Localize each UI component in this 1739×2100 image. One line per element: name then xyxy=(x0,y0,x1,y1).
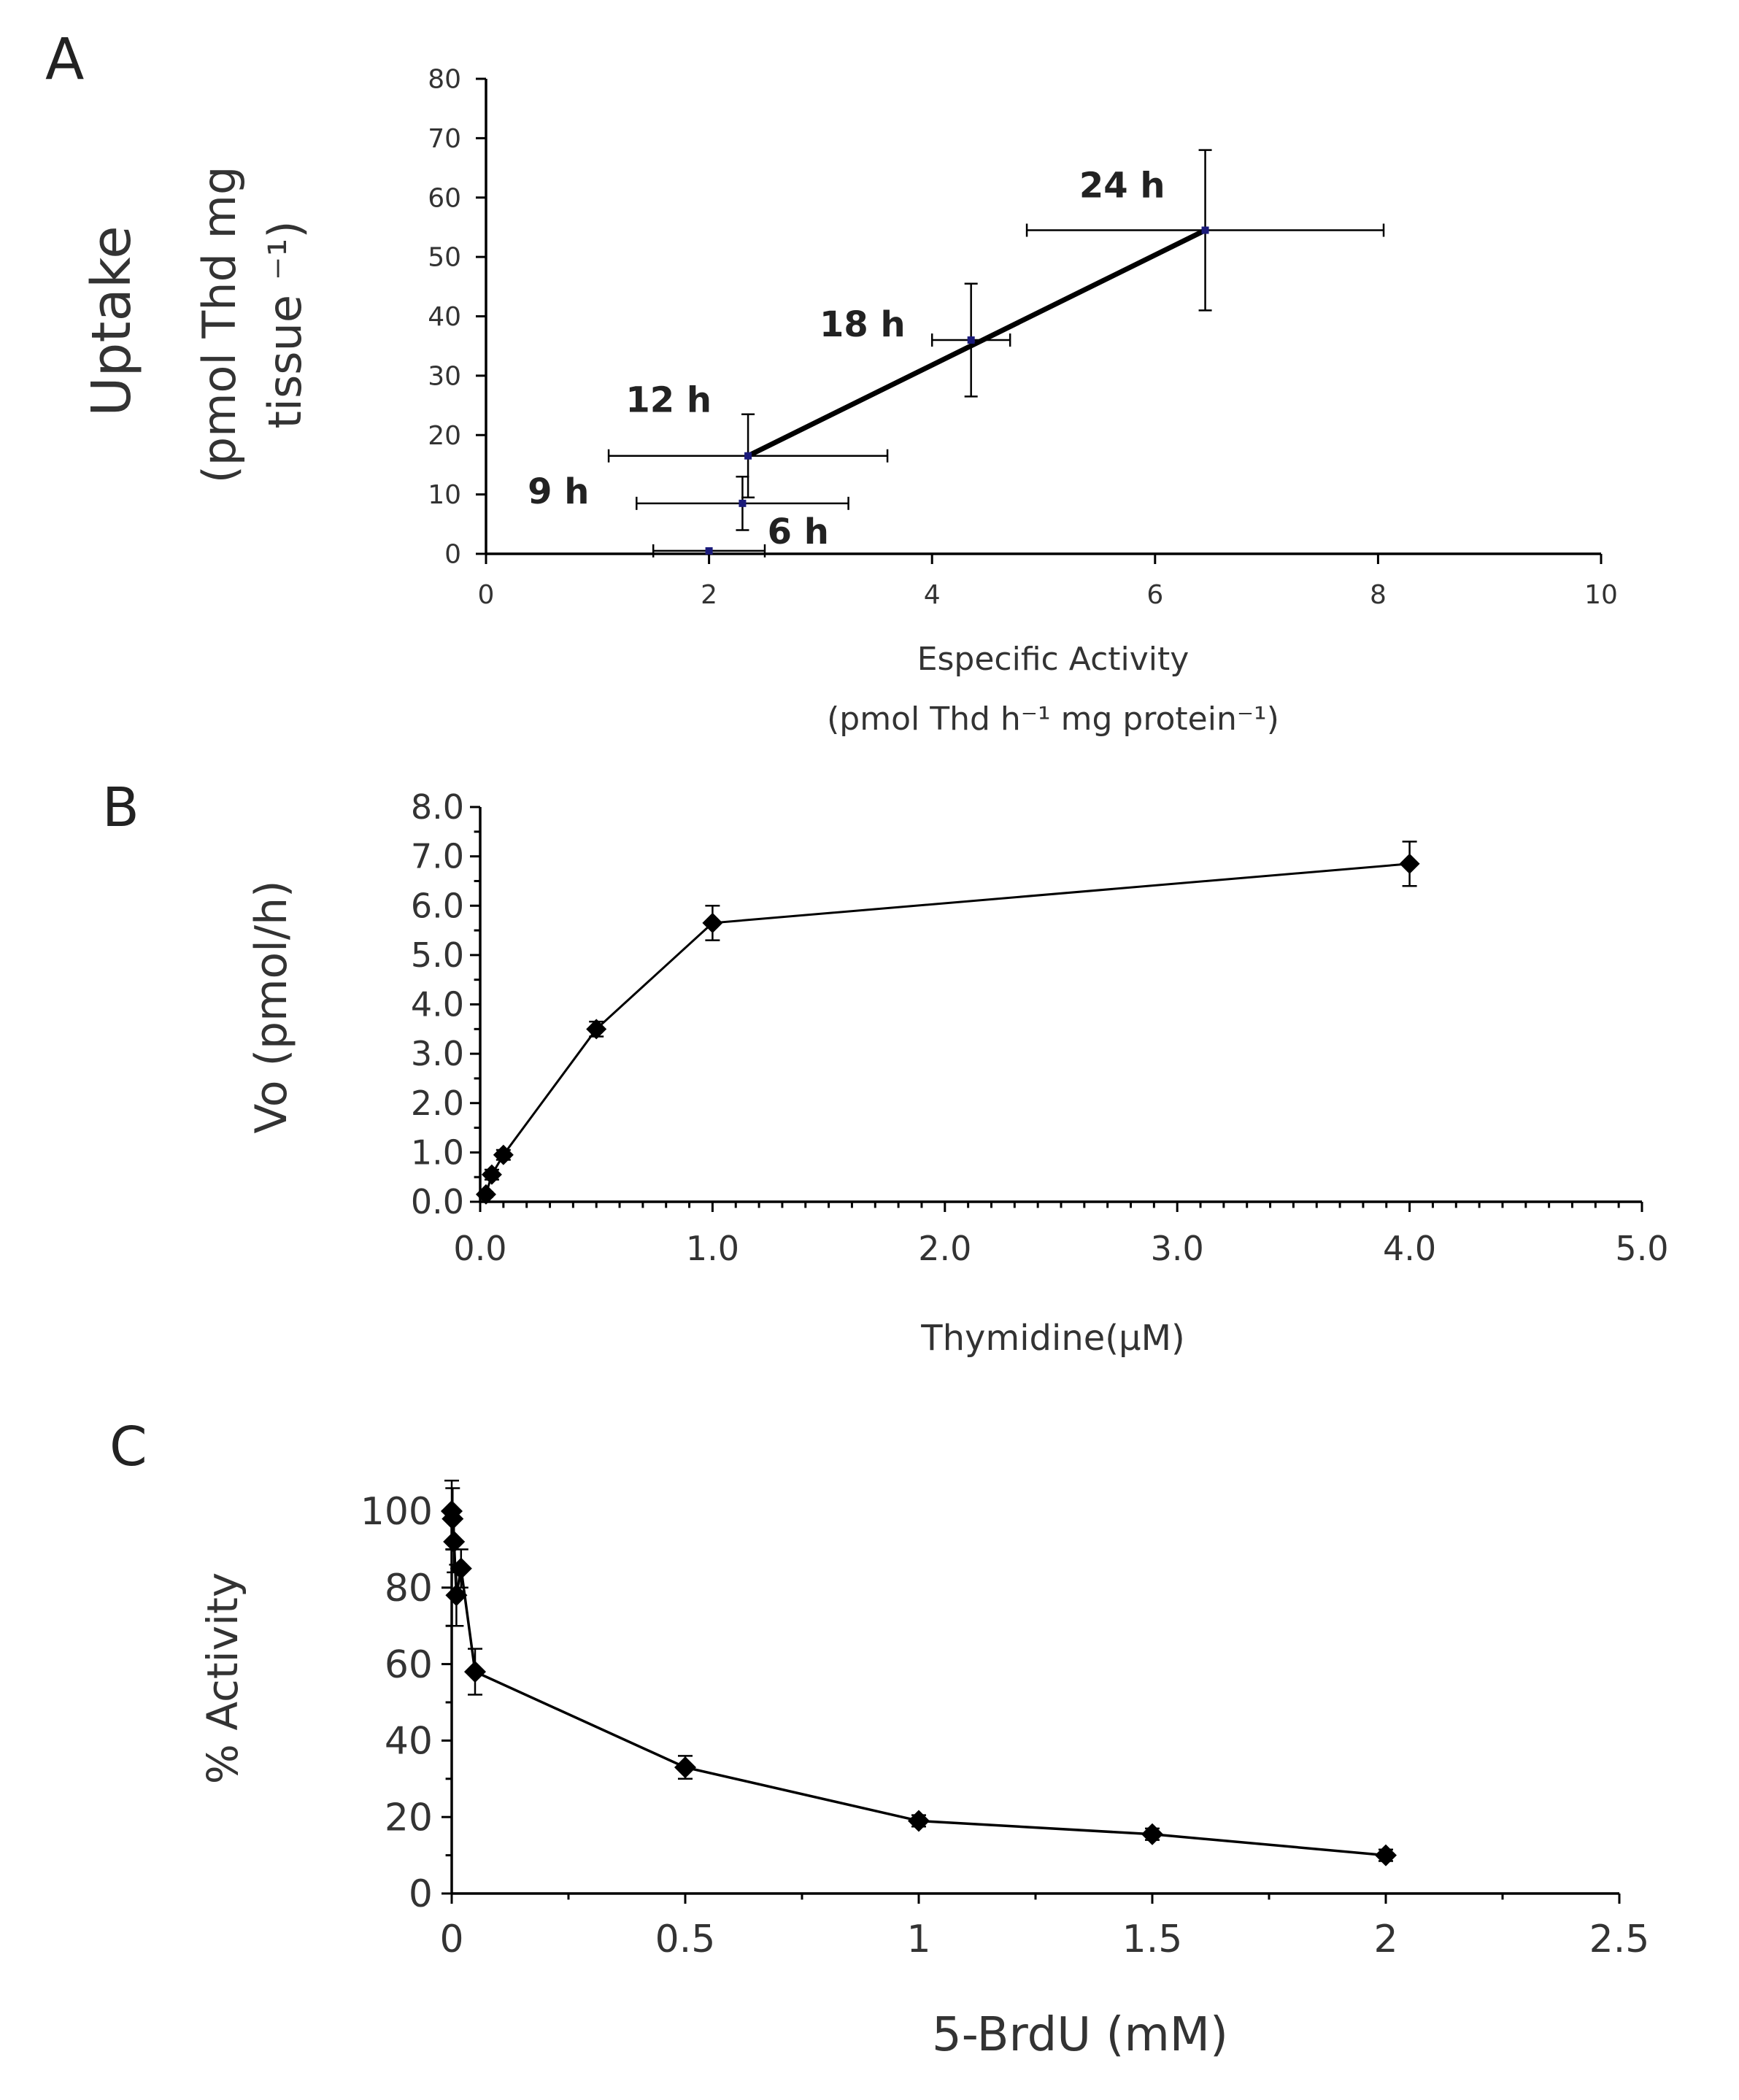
A-y-tick-label: 60 xyxy=(428,183,461,213)
B-x-tick-label: 5.0 xyxy=(1615,1229,1668,1268)
panel-label-a: A xyxy=(45,27,84,93)
panel-c-error-bars xyxy=(444,1479,1393,1862)
panel-b: B 0.0 1.0 2.0 3.0 4.0 5.0 0.0 1.0 2.0 3.0 4.0 5.0 6.… xyxy=(102,776,1669,1359)
panel-a-point-label: 6 h xyxy=(768,512,829,552)
A-y-tick-label: 40 xyxy=(428,302,461,332)
panel-a-point-label: 12 h xyxy=(625,380,712,421)
B-x-tick-label: 2.0 xyxy=(918,1229,971,1268)
panel-b-series-line xyxy=(485,862,1410,1195)
A-x-tick-label: 4 xyxy=(924,580,941,610)
panel-a-axes: 0 2 4 6 8 10 0 10 20 30 40 50 60 70 80 xyxy=(428,65,1618,610)
B-x-tick-label: 3.0 xyxy=(1151,1229,1204,1268)
panel-b-point xyxy=(481,1164,502,1185)
B-y-tick-label: 6.0 xyxy=(411,886,464,925)
panel-b-error-bars xyxy=(478,841,1417,1198)
A-y-tick-label: 50 xyxy=(428,243,461,273)
A-x-tick-label: 6 xyxy=(1146,580,1163,610)
C-x-tick-label: 1.5 xyxy=(1122,1918,1183,1961)
C-x-tick-label: 0 xyxy=(439,1918,463,1961)
A-y-tick-label: 10 xyxy=(428,480,461,510)
panel-a-y-axis-units-line1: (pmol Thd mg xyxy=(193,166,246,484)
panel-c: C 0 0.5 1 1.5 2 2.5 0 20 40 60 80 100 5-BrdU (mM) %… xyxy=(109,1416,1649,2062)
panel-a-trendline xyxy=(747,228,1207,458)
panel-label-c: C xyxy=(109,1416,147,1478)
B-y-tick-label: 1.0 xyxy=(411,1132,464,1172)
A-x-tick-label: 10 xyxy=(1584,580,1618,610)
panel-c-points xyxy=(441,1500,1397,1867)
B-x-tick-label: 1.0 xyxy=(686,1229,739,1268)
panel-a-point-label: 9 h xyxy=(528,471,589,512)
panel-c-point xyxy=(1141,1823,1163,1845)
A-x-tick-label: 2 xyxy=(701,580,717,610)
B-y-tick-label: 2.0 xyxy=(411,1084,464,1123)
A-x-tick-label: 8 xyxy=(1370,580,1387,610)
panel-c-point xyxy=(443,1530,466,1553)
panel-a-point xyxy=(744,452,752,460)
C-y-tick-label: 100 xyxy=(360,1490,433,1534)
A-y-tick-label: 0 xyxy=(444,540,461,570)
B-x-tick-label: 0.0 xyxy=(453,1229,506,1268)
panel-b-point xyxy=(702,912,723,933)
B-y-tick-label: 7.0 xyxy=(411,837,464,876)
C-x-tick-label: 2 xyxy=(1373,1918,1397,1961)
panel-a-point xyxy=(739,499,747,507)
B-y-tick-label: 0.0 xyxy=(411,1182,464,1221)
panel-b-point xyxy=(1399,853,1420,874)
panel-a-point xyxy=(967,336,975,344)
panel-b-point xyxy=(493,1144,514,1165)
A-y-tick-label: 80 xyxy=(428,65,461,95)
panel-label-b: B xyxy=(102,776,139,839)
C-y-tick-label: 80 xyxy=(385,1567,433,1610)
B-x-tick-label: 4.0 xyxy=(1383,1229,1436,1268)
C-x-tick-label: 0.5 xyxy=(655,1918,716,1961)
A-y-tick-label: 20 xyxy=(428,421,461,451)
panel-c-point xyxy=(674,1756,696,1779)
panel-a-point xyxy=(705,547,713,555)
B-y-tick-label: 8.0 xyxy=(411,787,464,827)
panel-b-points xyxy=(475,853,1420,1205)
C-x-tick-label: 1 xyxy=(906,1918,930,1961)
panel-c-axes: 0 0.5 1 1.5 2 2.5 0 20 40 60 80 100 xyxy=(360,1490,1650,1961)
panel-c-point xyxy=(450,1557,472,1580)
C-y-tick-label: 0 xyxy=(409,1872,433,1916)
panel-c-point xyxy=(445,1584,468,1607)
panel-a-error-bars xyxy=(607,149,1385,557)
B-y-tick-label: 3.0 xyxy=(411,1034,464,1073)
panel-b-x-axis-title: Thymidine(μM) xyxy=(920,1318,1184,1359)
C-x-tick-label: 2.5 xyxy=(1589,1918,1650,1961)
C-y-tick-label: 60 xyxy=(385,1643,433,1687)
A-x-tick-label: 0 xyxy=(478,580,495,610)
panel-c-y-axis-title: % Activity xyxy=(198,1572,247,1784)
panel-b-point xyxy=(586,1019,607,1040)
panel-a-point-labels: 6 h 9 h 12 h 18 h 24 h xyxy=(528,166,1165,552)
panel-a-point-label: 18 h xyxy=(820,304,906,345)
C-y-tick-label: 40 xyxy=(385,1720,433,1764)
C-y-tick-label: 20 xyxy=(385,1796,433,1840)
panel-a-x-axis-title: Especific Activity xyxy=(917,641,1189,678)
panel-c-point xyxy=(442,1508,464,1530)
panel-c-point xyxy=(1375,1844,1397,1867)
panel-a: A 0 2 4 6 8 10 0 10 20 30 40 50 60 70 80 6 h 9 h 12 h 18 … xyxy=(45,27,1618,738)
panel-a-point-label: 24 h xyxy=(1079,166,1165,206)
B-y-tick-label: 5.0 xyxy=(411,935,464,975)
panel-a-y-axis-units-line2: tissue ⁻¹) xyxy=(258,220,312,428)
B-y-tick-label: 4.0 xyxy=(411,985,464,1024)
A-y-tick-label: 70 xyxy=(428,124,461,154)
panel-c-point xyxy=(464,1661,486,1683)
panel-a-points xyxy=(705,226,1209,555)
panel-a-y-axis-title: Uptake xyxy=(80,225,143,416)
A-y-tick-label: 30 xyxy=(428,361,461,391)
panel-b-point xyxy=(475,1184,496,1205)
panel-c-point xyxy=(908,1810,930,1832)
panel-b-y-axis-title: Vo (pmol/h) xyxy=(246,880,297,1133)
panel-c-x-axis-title: 5-BrdU (mM) xyxy=(932,2008,1228,2062)
panel-a-point xyxy=(1201,226,1209,234)
panel-b-axes: 0.0 1.0 2.0 3.0 4.0 5.0 0.0 1.0 2.0 3.0 4.0 5.0 6.0 7… xyxy=(411,787,1669,1268)
panel-a-x-axis-units: (pmol Thd h⁻¹ mg protein⁻¹) xyxy=(827,700,1279,738)
panel-c-series-line xyxy=(450,1510,1387,1857)
